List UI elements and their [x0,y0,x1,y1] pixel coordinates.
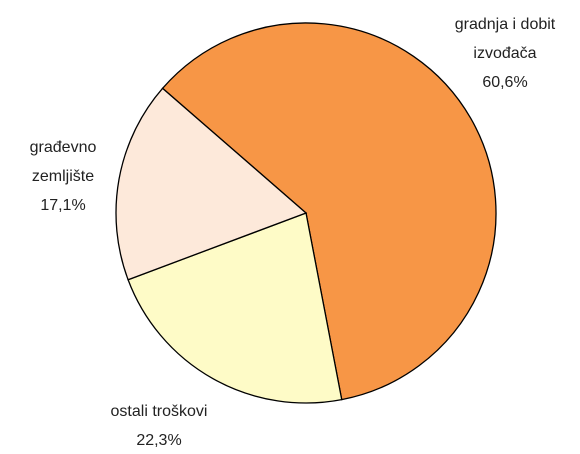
pie-slice [115,87,308,281]
label-line: gradnja i dobit [455,16,556,33]
label-line: ostali troškovi [111,403,208,420]
value-label: 60,6% [482,74,527,91]
pie-slice [127,212,343,404]
pie-slice [161,22,497,401]
label-line: zemljište [32,168,94,185]
slice-label: gradnja i dobit izvođača 60,6% [455,16,556,91]
value-label: 17,1% [40,197,85,214]
slice-label: ostali troškovi 22,3% [111,403,208,449]
label-line: izvođača [473,45,536,62]
label-line: građevno [30,139,97,156]
slice-label: građevno zemljište 17,1% [30,139,97,214]
value-label: 22,3% [136,432,181,449]
